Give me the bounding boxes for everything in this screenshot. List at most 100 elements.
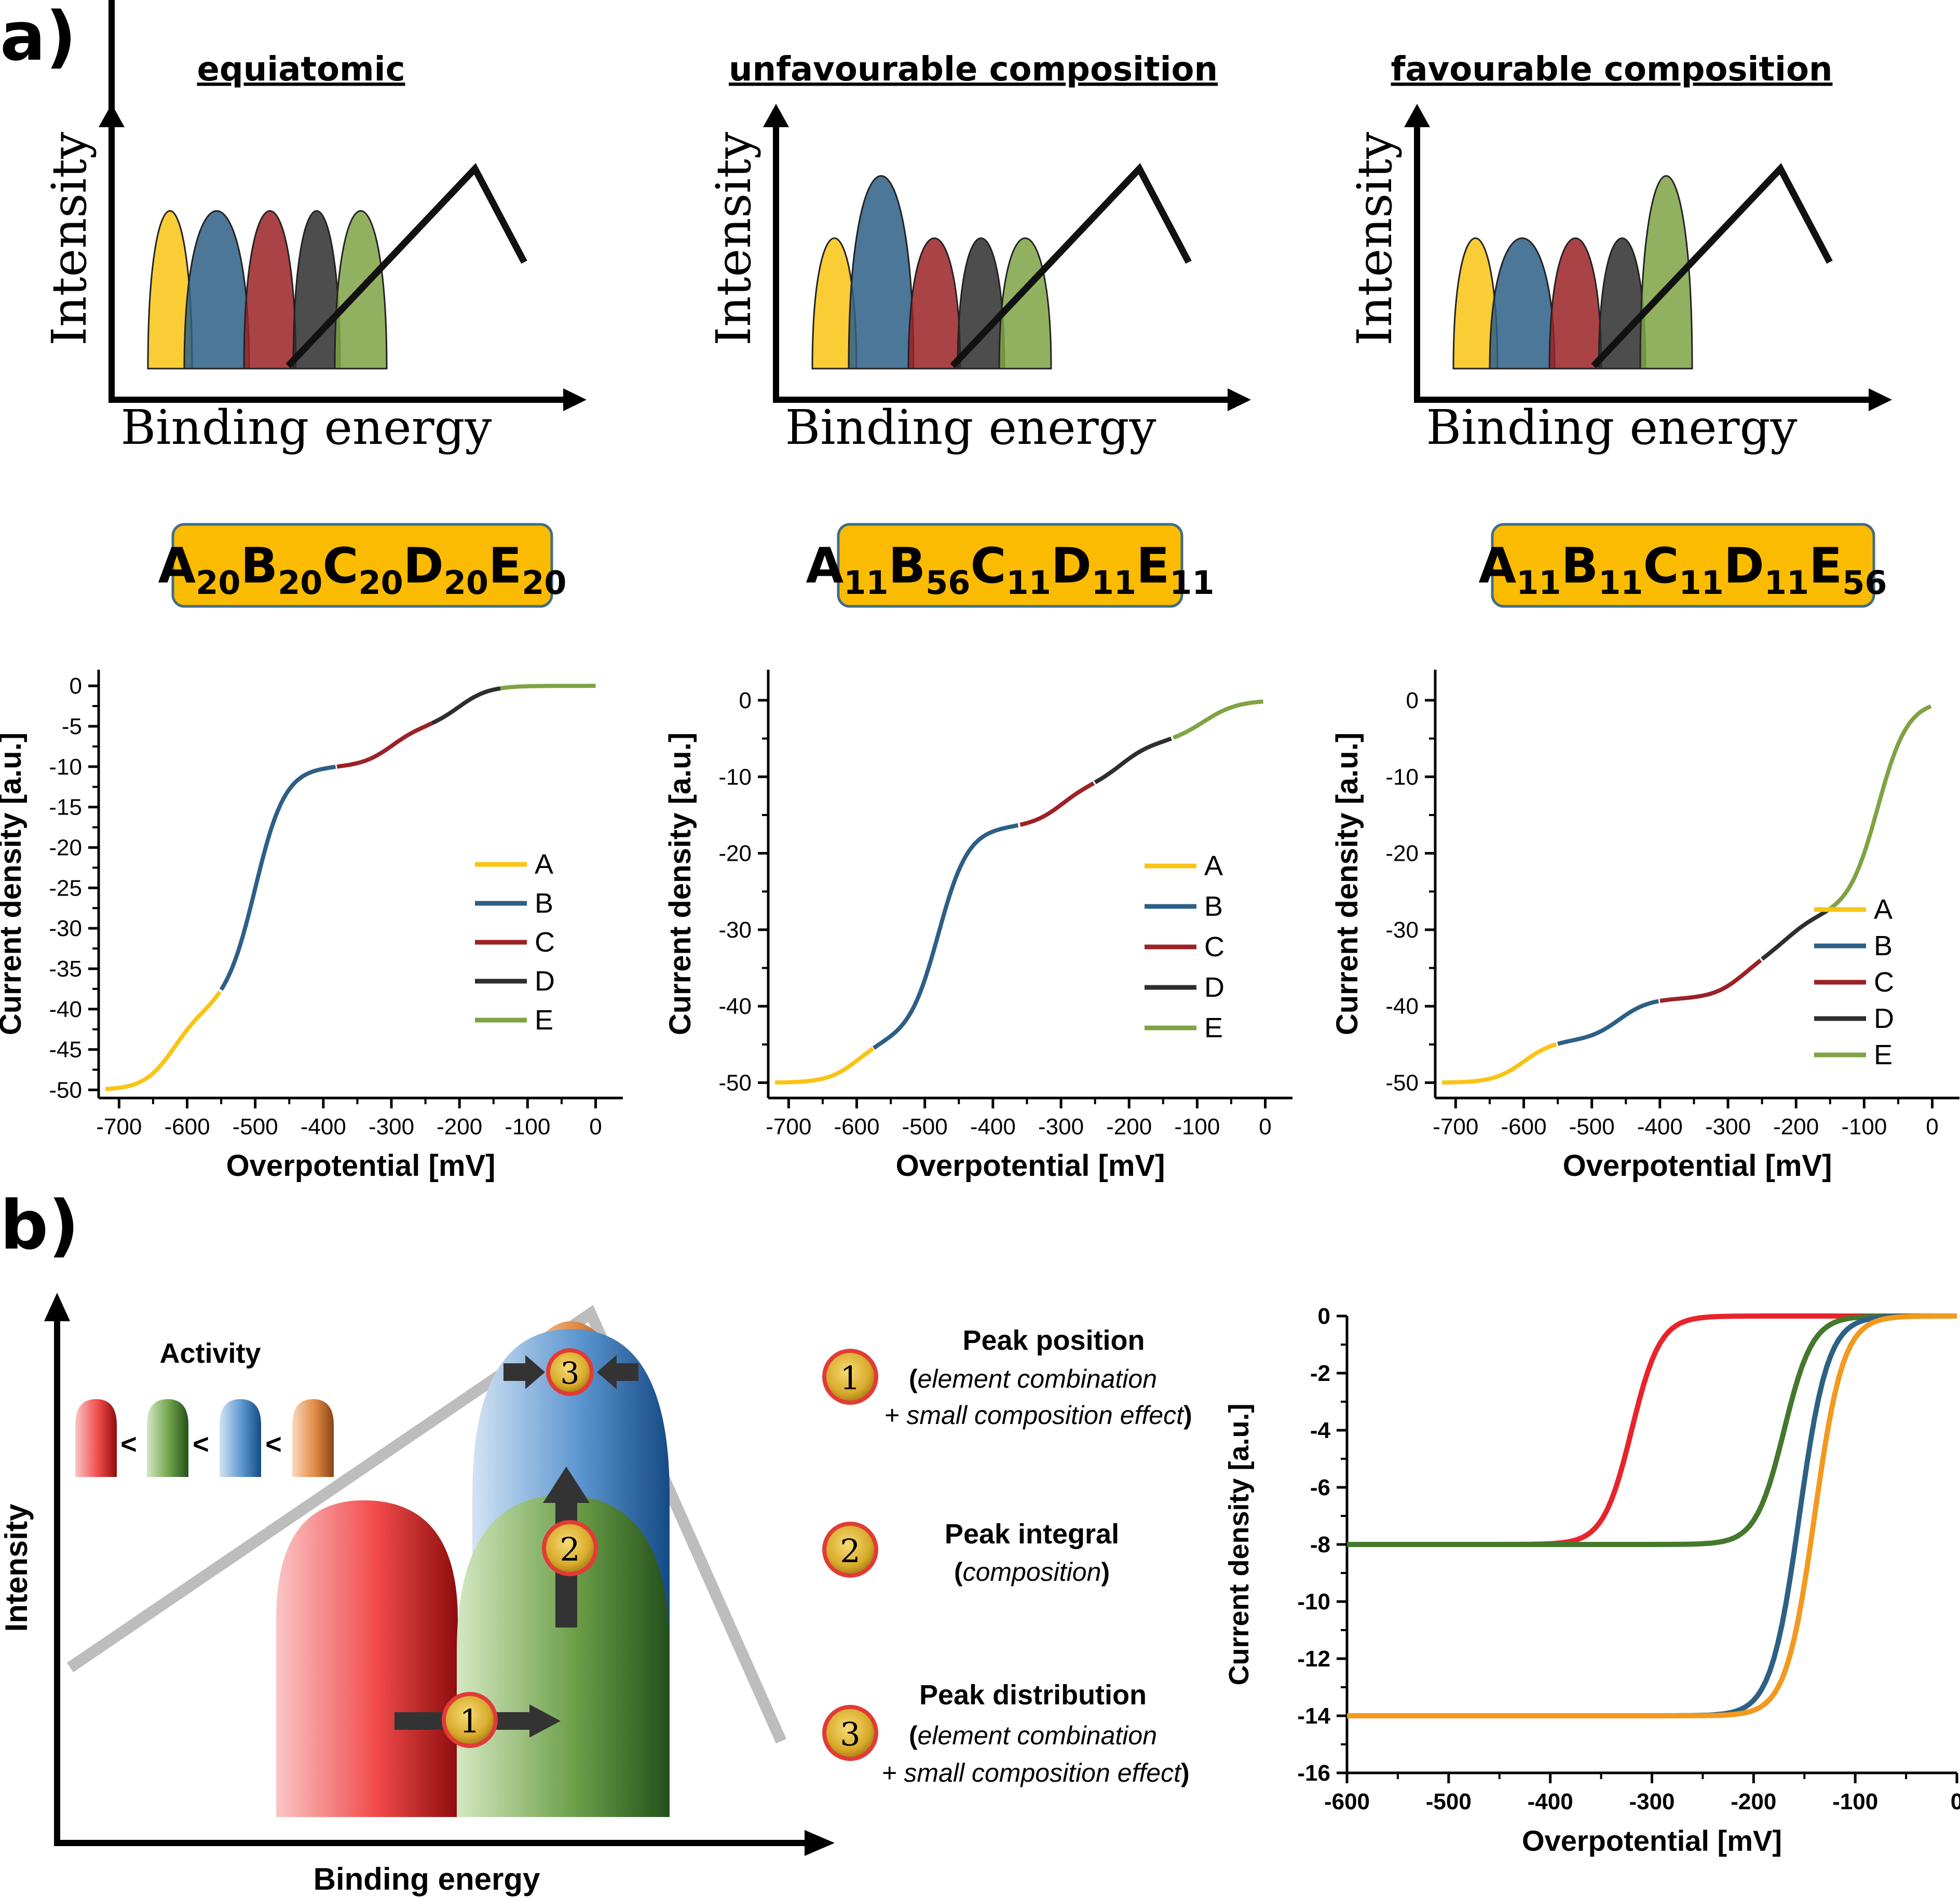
y-tick-label: -30	[1385, 917, 1419, 943]
y-axis-arrow-icon	[44, 1293, 70, 1321]
formula-subscript: 20	[278, 564, 322, 602]
y-axis-label: Current density [a.u.]	[1223, 1403, 1255, 1685]
formula-element: C	[1643, 538, 1679, 594]
x-tick-label: 0	[1259, 1114, 1271, 1140]
volcano-line	[1591, 162, 1833, 369]
y-tick-label: -14	[1297, 1703, 1330, 1729]
y-tick-label: -10	[49, 754, 82, 780]
legend-item-2: 2 Peak integral (composition)	[822, 1519, 1119, 1587]
diagram-title: favourable composition	[1391, 50, 1833, 89]
series-segment-b	[1557, 999, 1659, 1046]
formula-element: D	[403, 538, 444, 594]
formula-subscript: 20	[444, 564, 488, 602]
formula-box-unfavourable: A11​B56​C11​D11​E11​	[806, 523, 1215, 608]
svg-text:1: 1	[840, 1359, 860, 1397]
x-tick-label: 0	[1926, 1114, 1938, 1140]
y-tick-label: -35	[49, 956, 82, 982]
x-tick-label: -600	[834, 1114, 879, 1140]
peak-b	[1489, 237, 1556, 370]
series-segment-e	[1829, 704, 1932, 911]
y-axis-arrow-icon	[763, 104, 789, 127]
series-segment-d	[431, 686, 501, 725]
x-axis-arrow-icon	[563, 388, 587, 411]
x-axis-label: Binding energy	[121, 400, 492, 455]
x-tick-label: -600	[1501, 1114, 1546, 1140]
y-axis-label: Current density [a.u.]	[1330, 733, 1364, 1035]
formula-subscript: 11	[843, 564, 888, 602]
activity-blue-icon	[220, 1399, 261, 1477]
legend-label-a: A	[1204, 850, 1223, 882]
y-tick-label: 0	[1406, 688, 1419, 713]
formula-subscript: 20	[196, 564, 240, 602]
formula-subscript: 11	[1169, 564, 1214, 602]
svg-text:2: 2	[840, 1532, 860, 1570]
legend-label-b: B	[1204, 891, 1223, 922]
series-segment-a	[105, 991, 222, 1091]
formula-box-favourable: A11​B11​C11​D11​E56​	[1478, 523, 1887, 608]
series-segment-d	[1761, 906, 1832, 961]
series-line-3	[1347, 1313, 1957, 1718]
y-tick-label: -15	[49, 795, 82, 820]
x-axis-label: Overpotential [mV]	[226, 1149, 496, 1183]
y-axis-label: Intensity	[0, 1503, 34, 1632]
formula-subscript: 11	[1679, 564, 1723, 602]
x-tick-label: -700	[1433, 1114, 1478, 1140]
activity-orange-icon	[292, 1399, 334, 1477]
y-axis-label: Intensity	[1347, 132, 1403, 346]
activity-sep: <	[193, 1429, 209, 1460]
distribution-arrow-right-head-icon	[597, 1355, 617, 1389]
series-segment-b	[219, 765, 336, 991]
peak-b	[848, 175, 915, 370]
x-tick-label: -700	[96, 1114, 142, 1140]
x-tick-label: -600	[1324, 1789, 1370, 1814]
marker-1: 1	[442, 1692, 498, 1748]
y-tick-label: -10	[718, 764, 752, 790]
legend-item-3: 3 Peak distribution (element combination…	[822, 1679, 1190, 1787]
x-tick-label: -300	[1705, 1114, 1751, 1140]
x-tick-label: 0	[1951, 1789, 1960, 1814]
y-tick-label: -2	[1310, 1361, 1330, 1386]
formula-element: E	[488, 538, 522, 594]
peak-b	[183, 210, 250, 370]
svg-text:1: 1	[459, 1702, 480, 1740]
legend-label-a: A	[1874, 894, 1893, 925]
x-tick-label: -100	[505, 1114, 550, 1140]
series-segment-c	[1019, 781, 1095, 827]
formula-subscript: 20	[522, 564, 566, 602]
y-tick-label: 0	[739, 688, 752, 713]
marker-3: 3	[546, 1348, 594, 1396]
y-tick-label: -5	[62, 714, 82, 739]
legend-line-1: (composition)	[954, 1557, 1110, 1587]
y-tick-label: -4	[1310, 1418, 1331, 1443]
formula-box-equiatomic: A20​B20​C20​D20​E20​	[158, 523, 567, 608]
formula-element: A	[1478, 538, 1516, 594]
y-axis-label: Current density [a.u.]	[663, 733, 697, 1035]
formula-element: B	[241, 538, 278, 594]
formula-element: D	[1724, 538, 1764, 594]
formula-text: A11​B11​C11​D11​E56​	[1478, 538, 1887, 602]
red-peak	[276, 1500, 458, 1817]
x-tick-label: -400	[970, 1114, 1016, 1140]
peaks-group	[147, 210, 388, 370]
x-axis-arrow-icon	[805, 1830, 835, 1856]
y-tick-label: 0	[70, 673, 82, 699]
series-line-2	[1347, 1313, 1957, 1547]
x-tick-label: -200	[1731, 1789, 1776, 1814]
x-tick-label: -300	[1629, 1789, 1675, 1814]
y-tick-label: -50	[49, 1077, 82, 1103]
formula-element: B	[1561, 538, 1599, 594]
y-axis-arrow-icon	[1404, 104, 1430, 127]
polarization-chart-panel-b: -600 -500 -400 -300 -200 -100 0 0 -2 -4 -6 -8 -10 -12…	[1223, 1304, 1960, 1857]
favourable-composition-diagram: favourable composition Intensity Binding…	[1347, 50, 1892, 455]
formula-subscript: 11	[1764, 564, 1809, 602]
panel-a-letter: a)	[0, 0, 76, 76]
peak-c	[907, 237, 961, 370]
formula-subscript: 11	[1598, 564, 1643, 602]
formula-subscript: 20	[358, 564, 403, 602]
legend-line-2: + small composition effect)	[881, 1758, 1189, 1787]
peaks-group	[811, 175, 1052, 370]
x-tick-label: -500	[1426, 1789, 1472, 1814]
legend-label-d: D	[535, 966, 555, 997]
x-tick-label: -100	[1832, 1789, 1878, 1814]
